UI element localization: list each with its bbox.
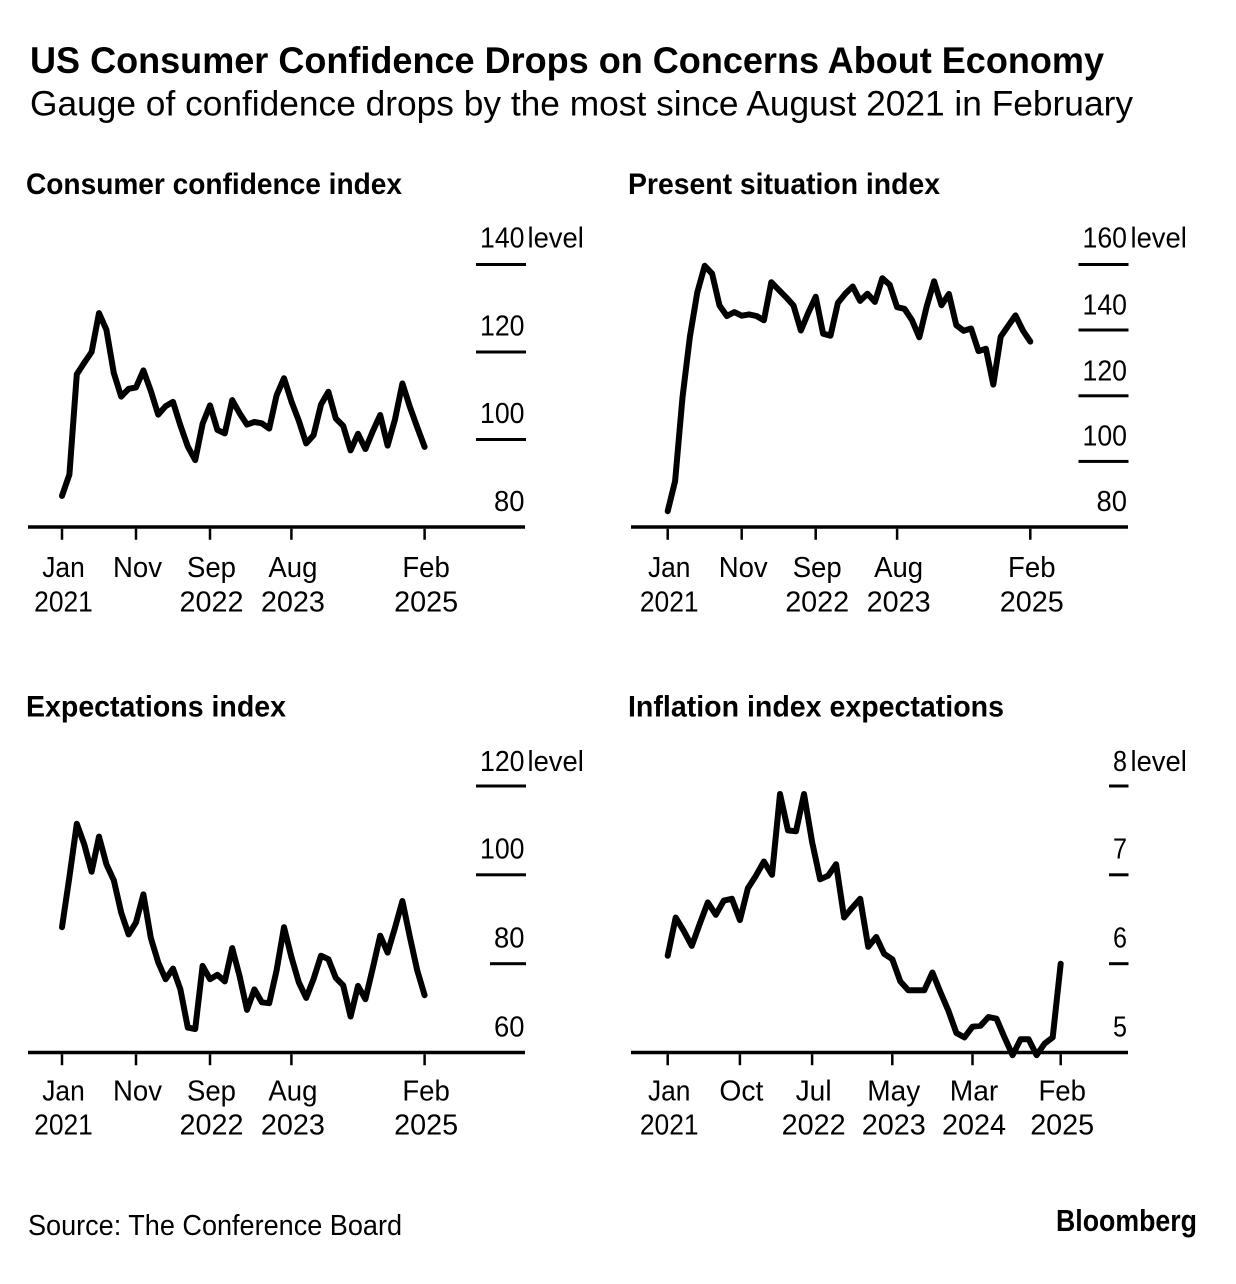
svg-text:2022: 2022 [785, 587, 849, 619]
svg-text:Aug: Aug [268, 552, 317, 584]
svg-text:140: 140 [480, 223, 525, 255]
svg-text:May: May [867, 1076, 920, 1108]
svg-text:Nov: Nov [113, 1076, 162, 1108]
svg-text:2021: 2021 [34, 1110, 93, 1142]
svg-text:Jan: Jan [42, 1076, 85, 1108]
svg-text:Inflation index expectations: Inflation index expectations [628, 691, 1004, 724]
svg-text:120: 120 [480, 311, 525, 343]
svg-text:7: 7 [1113, 834, 1127, 866]
svg-text:80: 80 [494, 923, 525, 955]
svg-text:Bloomberg: Bloomberg [1056, 1203, 1197, 1238]
svg-text:Feb: Feb [1008, 552, 1056, 584]
svg-text:60: 60 [494, 1012, 525, 1044]
svg-text:Jul: Jul [796, 1076, 832, 1108]
svg-text:level: level [528, 746, 584, 778]
svg-text:Nov: Nov [113, 552, 162, 584]
svg-text:Jan: Jan [648, 1076, 691, 1108]
svg-text:2021: 2021 [34, 587, 93, 619]
svg-text:level: level [1131, 746, 1187, 778]
svg-text:100: 100 [1083, 421, 1128, 453]
svg-text:level: level [528, 223, 584, 255]
svg-text:US Consumer Confidence Drops o: US Consumer Confidence Drops on Concerns… [30, 40, 1104, 81]
svg-text:Gauge of confidence drops by t: Gauge of confidence drops by the most si… [30, 84, 1133, 123]
svg-text:2025: 2025 [1000, 587, 1064, 619]
svg-text:120: 120 [1083, 356, 1128, 388]
svg-text:100: 100 [480, 398, 525, 430]
svg-text:80: 80 [494, 486, 525, 518]
svg-text:2023: 2023 [862, 1110, 926, 1142]
svg-text:Source: The Conference Board: Source: The Conference Board [28, 1210, 402, 1242]
svg-text:140: 140 [1083, 290, 1128, 322]
svg-text:Feb: Feb [402, 552, 450, 584]
svg-text:160: 160 [1083, 223, 1128, 255]
svg-text:2025: 2025 [1030, 1110, 1094, 1142]
svg-text:Feb: Feb [1038, 1076, 1086, 1108]
svg-text:2023: 2023 [261, 1110, 325, 1142]
svg-text:6: 6 [1113, 923, 1127, 955]
svg-text:2022: 2022 [782, 1110, 846, 1142]
svg-text:2024: 2024 [942, 1110, 1006, 1142]
svg-text:2023: 2023 [261, 587, 325, 619]
svg-text:Jan: Jan [648, 552, 691, 584]
svg-text:Sep: Sep [187, 1076, 236, 1108]
svg-text:100: 100 [480, 834, 525, 866]
svg-text:80: 80 [1097, 486, 1128, 518]
svg-text:8: 8 [1113, 746, 1127, 778]
svg-text:2022: 2022 [180, 1110, 244, 1142]
svg-text:2023: 2023 [867, 587, 931, 619]
svg-text:2021: 2021 [640, 1110, 699, 1142]
svg-text:level: level [1131, 223, 1187, 255]
svg-text:5: 5 [1113, 1012, 1127, 1044]
svg-text:120: 120 [480, 746, 525, 778]
svg-text:Nov: Nov [719, 552, 768, 584]
svg-text:2025: 2025 [394, 1110, 458, 1142]
svg-text:Present situation index: Present situation index [628, 168, 940, 201]
svg-text:Feb: Feb [402, 1076, 450, 1108]
svg-text:Sep: Sep [793, 552, 842, 584]
svg-text:Mar: Mar [950, 1076, 999, 1108]
svg-text:Sep: Sep [187, 552, 236, 584]
svg-text:2025: 2025 [394, 587, 458, 619]
svg-text:Aug: Aug [268, 1076, 317, 1108]
svg-text:Aug: Aug [874, 552, 923, 584]
svg-text:2022: 2022 [180, 587, 244, 619]
svg-text:Oct: Oct [719, 1076, 763, 1108]
svg-text:2021: 2021 [640, 587, 699, 619]
svg-text:Consumer confidence index: Consumer confidence index [26, 168, 402, 201]
svg-text:Jan: Jan [42, 552, 85, 584]
svg-text:Expectations index: Expectations index [26, 691, 286, 724]
